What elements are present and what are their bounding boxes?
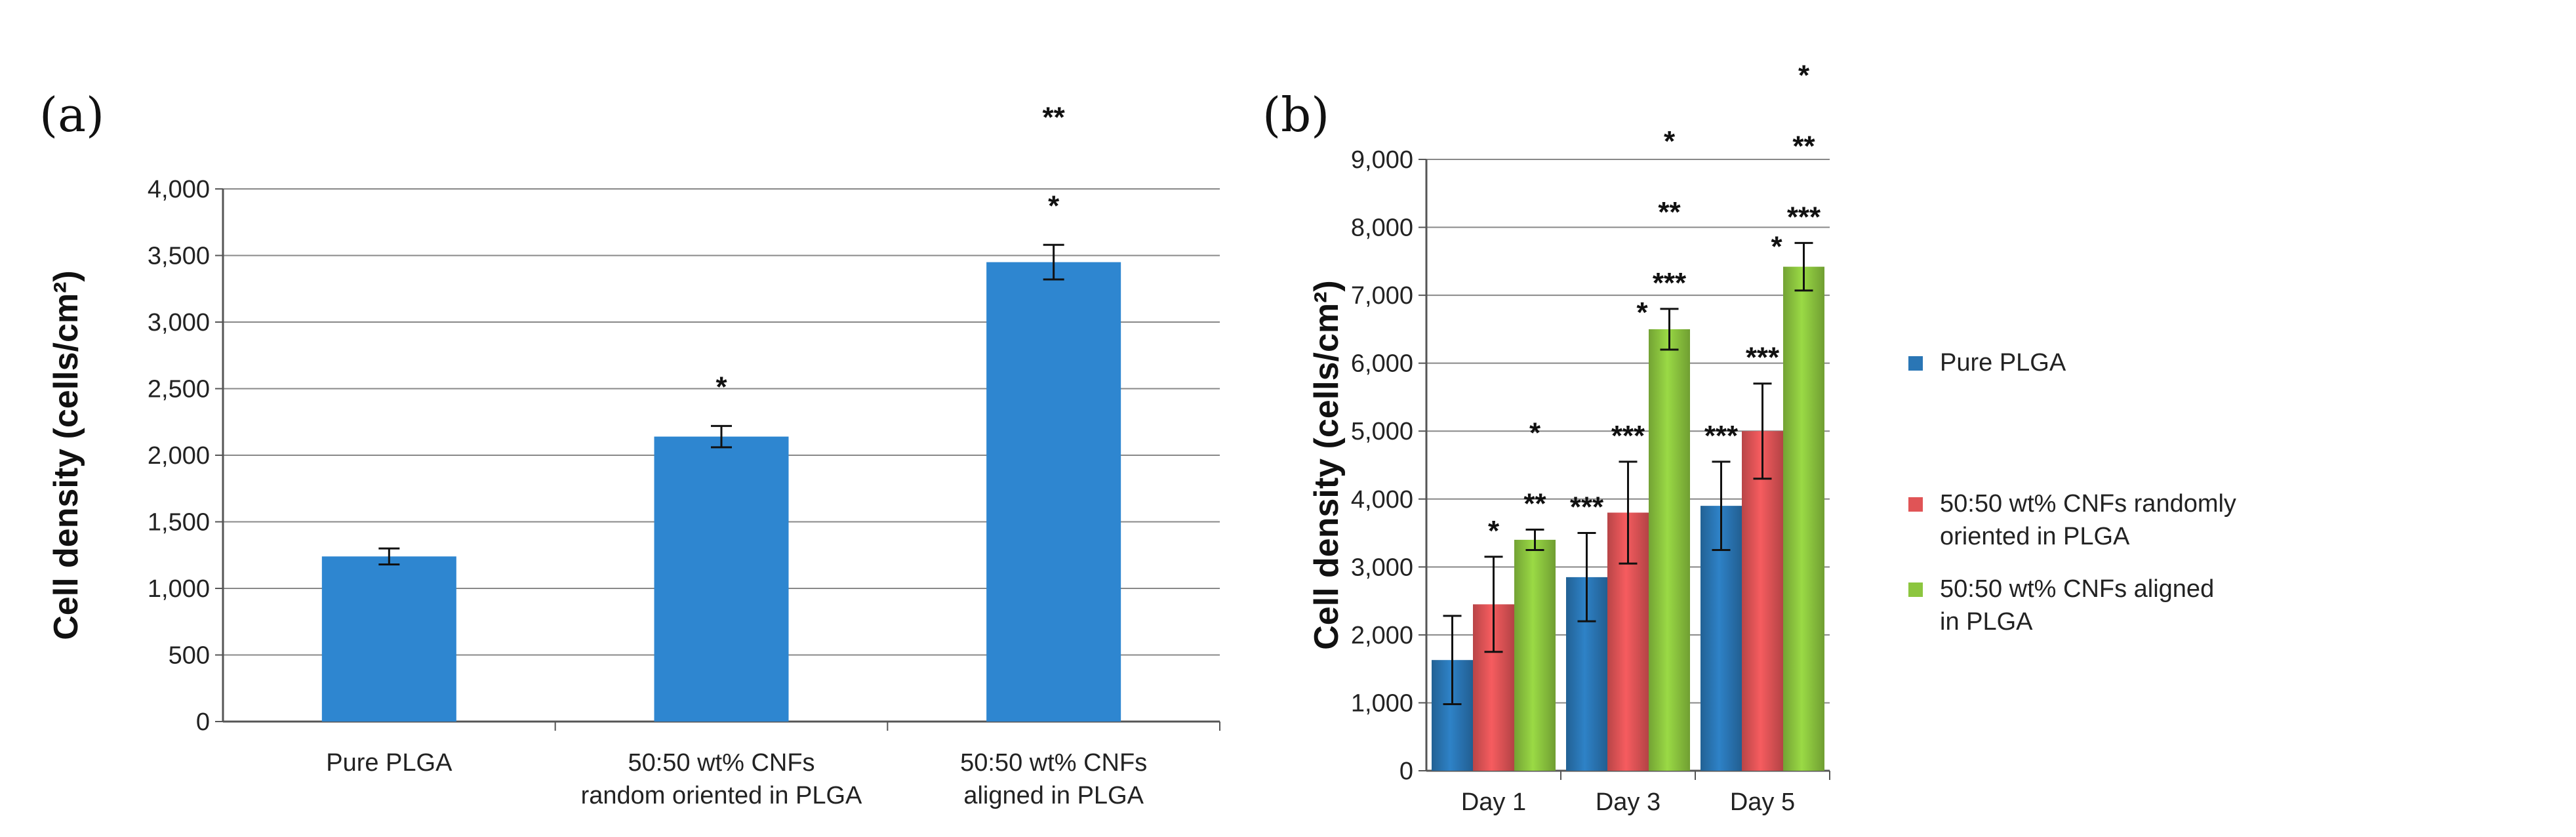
significance-marker: * (1771, 230, 1782, 262)
legend-swatch (1908, 497, 1923, 512)
significance-marker: * (1529, 417, 1541, 449)
y-tick-label: 2,500 (148, 376, 210, 403)
x-tick-label: Day 3 (1596, 788, 1660, 816)
x-tick-label: Pure PLGA (326, 749, 453, 777)
y-tick-label: 3,000 (1351, 554, 1413, 581)
y-tick-label: 7,000 (1351, 282, 1413, 310)
significance-marker: *** (1570, 491, 1604, 523)
y-tick-label: 1,000 (148, 575, 210, 603)
significance-marker: ** (1523, 487, 1546, 520)
significance-marker: * (1636, 296, 1648, 329)
y-axis-label: Cell density (cells/cm²) (1308, 280, 1346, 650)
significance-marker: ** (1043, 101, 1066, 133)
y-tick-label: 4,000 (1351, 486, 1413, 514)
y-tick-label: 500 (169, 642, 210, 670)
y-tick-label: 0 (196, 708, 210, 736)
significance-marker: *** (1653, 267, 1687, 299)
y-tick-label: 4,000 (148, 176, 210, 203)
legend-label: Pure PLGA (1940, 349, 2066, 377)
significance-marker: ** (1792, 130, 1815, 162)
y-tick-label: 0 (1399, 758, 1413, 785)
bar (1742, 431, 1783, 771)
x-tick-label: aligned in PLGA (963, 782, 1144, 809)
significance-marker: *** (1787, 201, 1821, 233)
significance-marker: * (1488, 515, 1500, 547)
bar (1514, 539, 1556, 771)
bar (321, 556, 456, 722)
y-tick-label: 2,000 (1351, 622, 1413, 649)
bar (986, 262, 1121, 722)
chart-panel-a: (a) 0 500 1,000 1,500 2,000 2,500 3,000 3,500 4,0… (39, 87, 1220, 809)
significance-marker: * (1664, 125, 1676, 157)
x-tick-label: Day 5 (1730, 788, 1795, 816)
significance-marker: *** (1704, 420, 1739, 452)
panel-label: (b) (1262, 87, 1329, 142)
bar (654, 436, 789, 722)
y-tick-label: 3,000 (148, 309, 210, 337)
x-tick-label: 50:50 wt% CNFs (628, 749, 815, 777)
legend-swatch (1908, 582, 1923, 597)
legend-label: 50:50 wt% CNFs aligned (1940, 575, 2214, 603)
legend-label: in PLGA (1940, 608, 2033, 636)
y-tick-label: 8,000 (1351, 214, 1413, 242)
significance-marker: * (1048, 190, 1060, 222)
y-tick-label: 2,000 (148, 442, 210, 470)
significance-marker: * (1798, 59, 1810, 91)
y-tick-label: 5,000 (1351, 418, 1413, 445)
chart-panel-b: (b) 0 1,000 2,000 3,000 4,000 5,000 6,000 7,000 8… (1262, 59, 2236, 816)
significance-marker: ** (1658, 196, 1681, 228)
panel-label: (a) (39, 87, 104, 142)
y-tick-label: 3,500 (148, 243, 210, 270)
legend-label: oriented in PLGA (1940, 523, 2130, 550)
y-axis-label: Cell density (cells/cm²) (47, 270, 85, 640)
y-tick-label: 9,000 (1351, 146, 1413, 174)
significance-marker: * (715, 371, 727, 403)
bar (1783, 266, 1824, 771)
legend-label: 50:50 wt% CNFs randomly (1940, 490, 2236, 518)
x-tick-label: Day 1 (1461, 788, 1526, 816)
y-tick-label: 1,500 (148, 509, 210, 537)
y-tick-label: 6,000 (1351, 350, 1413, 378)
significance-marker: *** (1611, 420, 1645, 452)
bar (1649, 329, 1690, 771)
x-tick-label: random oriented in PLGA (581, 782, 862, 809)
legend-swatch (1908, 356, 1923, 371)
y-tick-label: 1,000 (1351, 689, 1413, 717)
x-tick-label: 50:50 wt% CNFs (960, 749, 1147, 777)
significance-marker: *** (1746, 342, 1780, 374)
